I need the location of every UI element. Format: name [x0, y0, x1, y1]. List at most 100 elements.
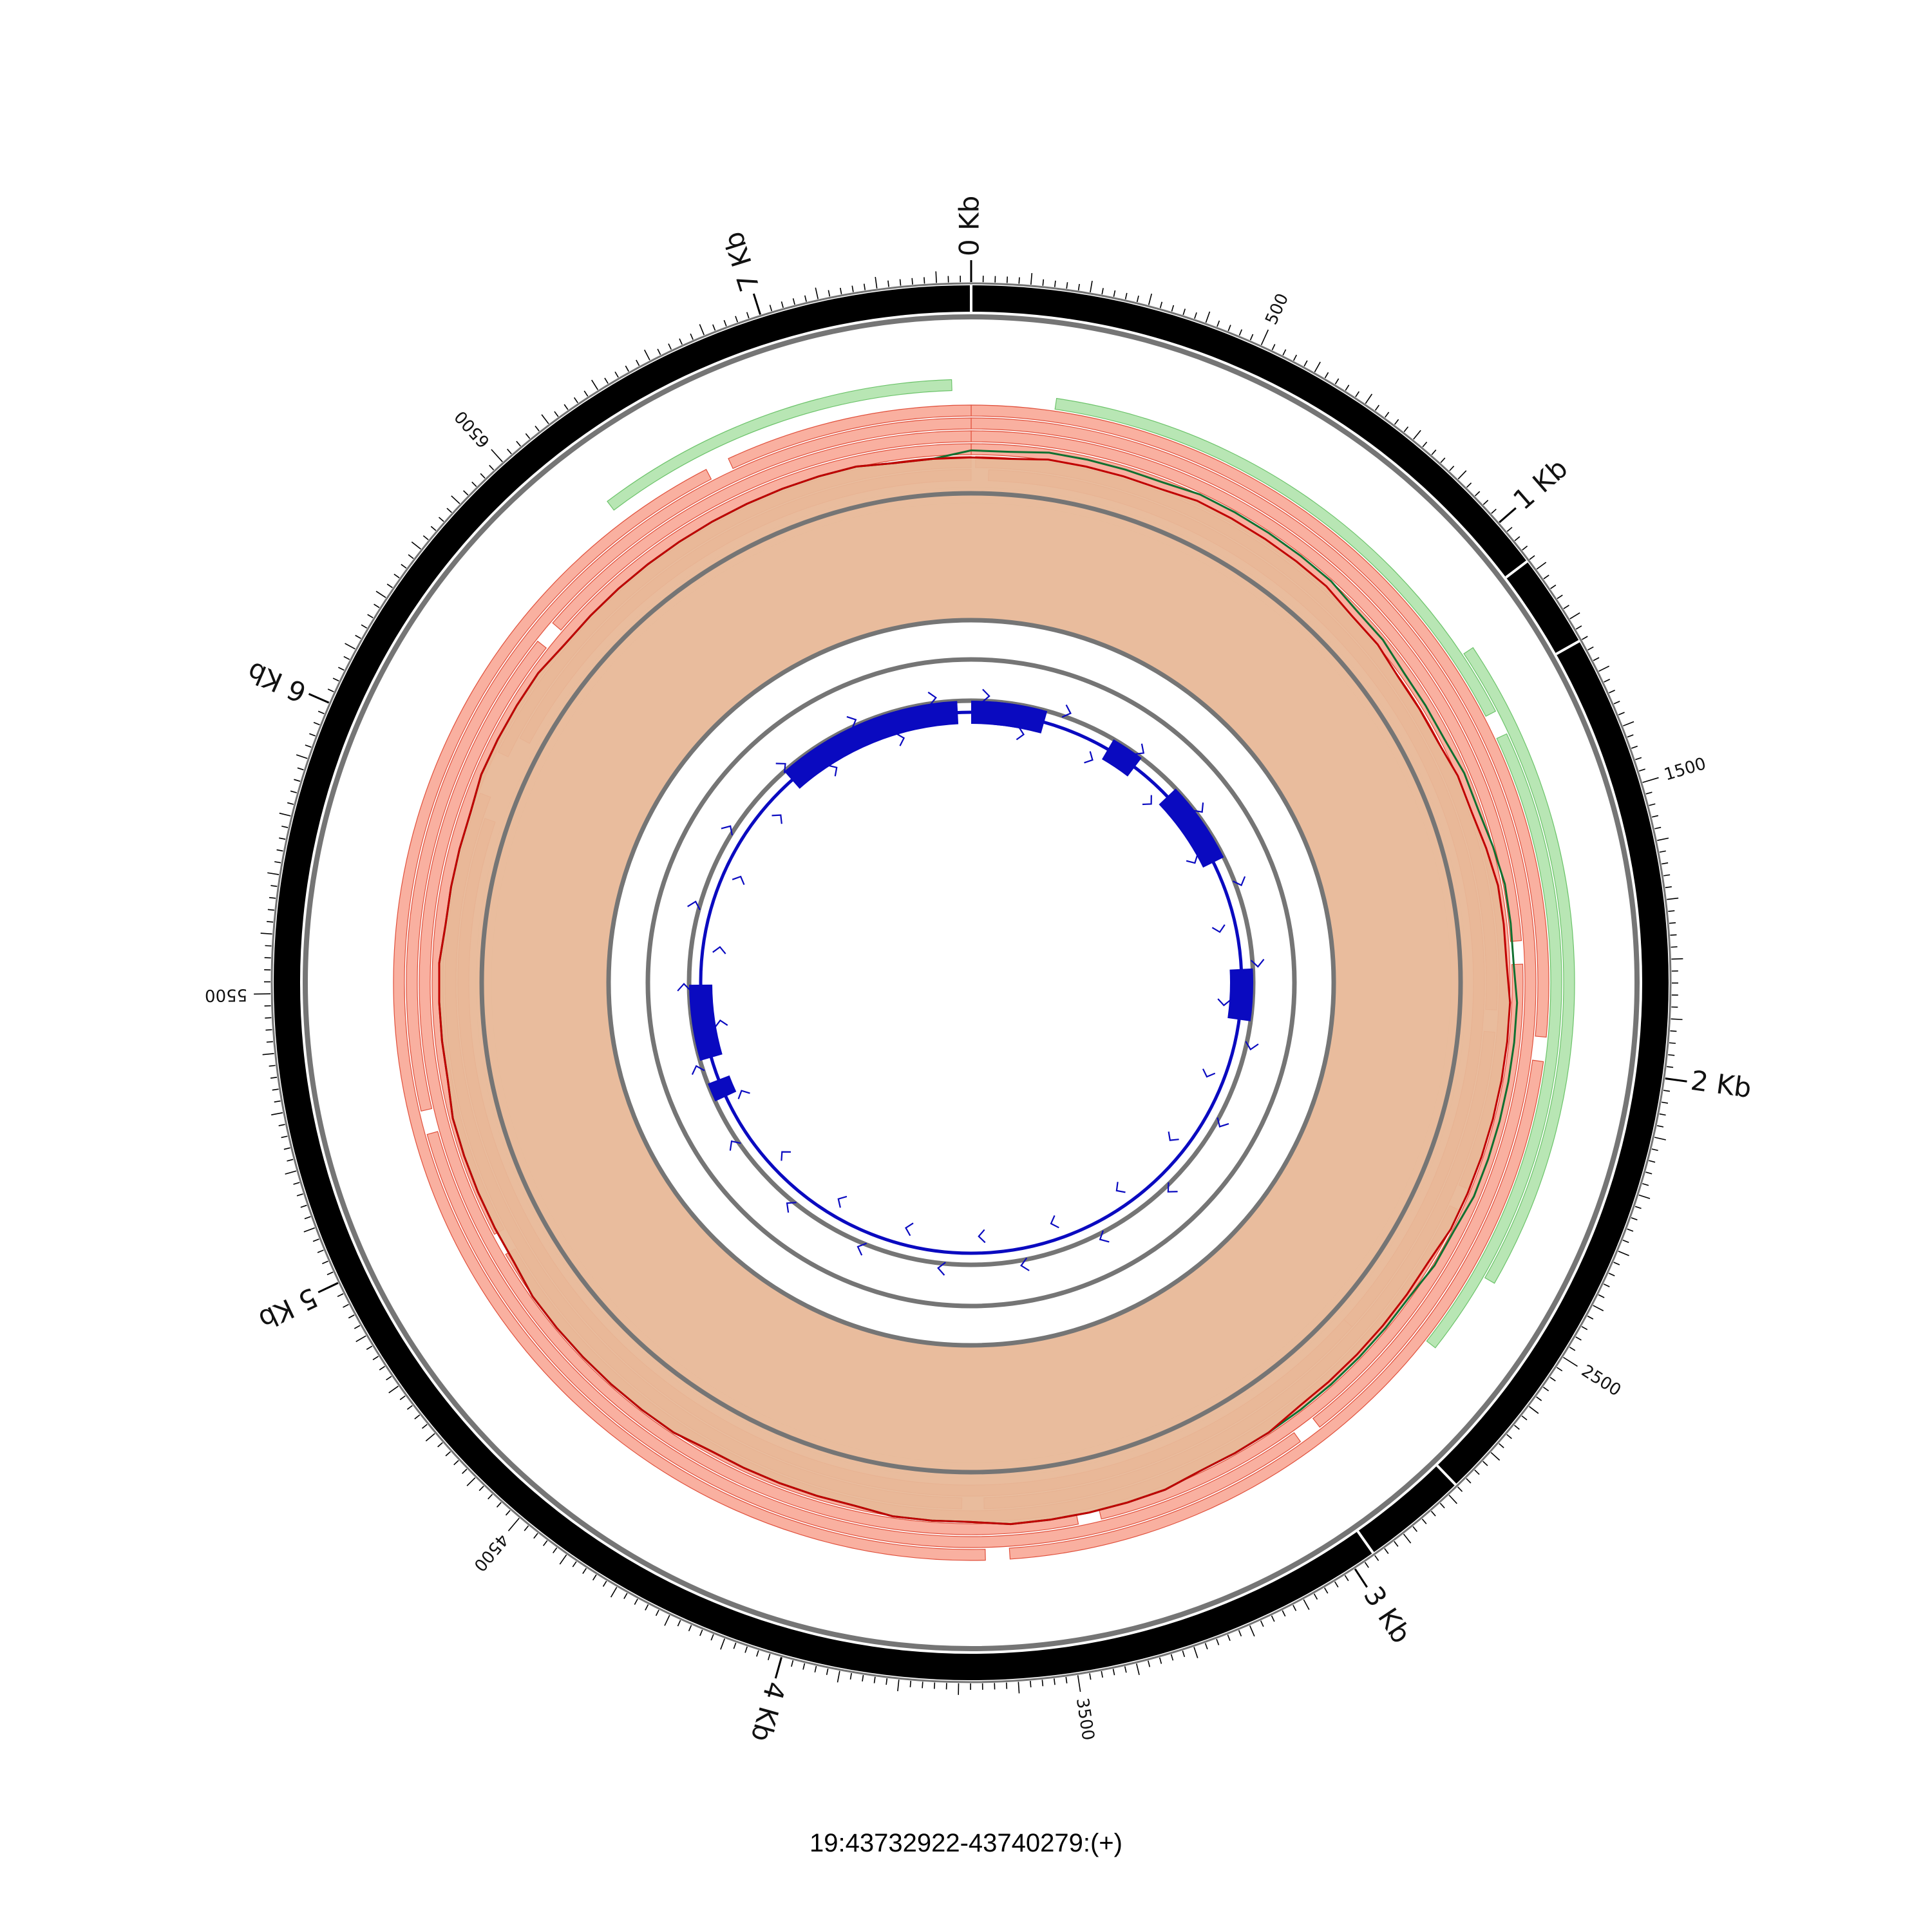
- scale-tick: [564, 404, 569, 410]
- scale-tick: [1303, 360, 1308, 367]
- scale-tick: [592, 1574, 597, 1581]
- scale-tick: [625, 365, 629, 372]
- scale-tick: [422, 1424, 428, 1429]
- read-arc: [971, 417, 1537, 1428]
- scale-tick: [1113, 290, 1116, 297]
- scale-tick: [367, 614, 374, 619]
- scale-tick: [614, 371, 619, 378]
- strand-chevron: [1134, 743, 1145, 755]
- scale-tick: [533, 1533, 538, 1539]
- scale-tick: [1412, 1526, 1417, 1532]
- scale-tick: [453, 1460, 459, 1466]
- scale-tick: [355, 1335, 366, 1343]
- scale-tick: [260, 933, 272, 935]
- scale-tick: [1665, 1077, 1687, 1083]
- scale-tick: [1271, 1615, 1275, 1622]
- scale-tick: [296, 1193, 303, 1197]
- scale-tick: [1355, 391, 1360, 397]
- read-arc: [393, 469, 986, 1561]
- scale-tick: [516, 440, 521, 447]
- scale-tick: [710, 1634, 714, 1641]
- scale-tick: [279, 812, 291, 817]
- scale-tick: [446, 507, 452, 513]
- strand-chevron: [905, 1222, 914, 1236]
- scale-tick: [1662, 862, 1669, 865]
- strand-chevron: [1099, 1230, 1110, 1243]
- scale-tick: [1041, 1680, 1044, 1687]
- read-arc: [1054, 397, 1497, 717]
- scale-tick: [1314, 361, 1321, 373]
- scale-tick: [1536, 1396, 1542, 1401]
- scale-tick: [408, 554, 414, 559]
- strand-chevron: [721, 825, 734, 836]
- scale-tick: [1159, 301, 1163, 308]
- scale-tick: [1238, 329, 1243, 336]
- scale-tick: [839, 287, 842, 294]
- scale-tick: [379, 1366, 386, 1370]
- ideogram-separator: [1555, 639, 1580, 656]
- minor-tick-label: 2500: [1578, 1361, 1624, 1401]
- scale-tick: [1449, 466, 1455, 471]
- scale-tick: [386, 583, 393, 589]
- strand-chevron: [857, 1242, 867, 1256]
- strand-chevron: [937, 1262, 946, 1276]
- strand-chevron: [775, 762, 786, 773]
- scale-tick: [1638, 1194, 1651, 1199]
- scale-tick: [1651, 1148, 1658, 1151]
- strand-chevron: [712, 945, 726, 954]
- region-label: 19:43732922-43740279:(+): [810, 1829, 1122, 1857]
- scale-tick: [317, 1282, 339, 1294]
- strand-chevron: [677, 983, 691, 992]
- scale-tick: [1543, 1387, 1549, 1392]
- scale-tick: [1593, 657, 1600, 661]
- scale-tick: [507, 448, 512, 455]
- scale-tick: [1457, 1486, 1463, 1492]
- scale-tick: [862, 1674, 864, 1682]
- scale-tick: [769, 305, 773, 312]
- read-arc: [426, 1131, 1302, 1548]
- major-tick-label: 1 Kb: [1507, 452, 1573, 516]
- strand-chevron: [981, 688, 990, 703]
- scale-tick: [414, 1414, 421, 1419]
- scale-tick: [1466, 482, 1472, 488]
- scale-tick: [374, 603, 380, 609]
- gene-exon: [1227, 968, 1253, 1021]
- scale-tick: [283, 1147, 290, 1150]
- coverage-line-inner: [438, 456, 1511, 1526]
- scale-tick: [1506, 1434, 1512, 1439]
- scale-tick: [863, 283, 866, 290]
- major-tick-label: 0 Kb: [954, 196, 985, 256]
- scale-tick: [1499, 507, 1517, 524]
- scale-tick: [1217, 320, 1220, 327]
- scale-tick: [1536, 562, 1547, 570]
- scale-tick: [1667, 1066, 1674, 1068]
- scale-tick: [524, 1525, 529, 1531]
- scale-tick: [1182, 308, 1186, 316]
- scale-tick: [814, 1665, 817, 1673]
- scale-tick: [1439, 1502, 1445, 1509]
- scale-tick: [1238, 1630, 1242, 1637]
- scale-tick: [781, 301, 784, 308]
- scale-tick: [623, 1593, 628, 1599]
- scale-tick: [1303, 1599, 1310, 1610]
- gene-track: [677, 688, 1265, 1276]
- scale-tick: [1631, 745, 1638, 749]
- scale-tick: [602, 1580, 607, 1587]
- scale-tick: [1613, 1262, 1620, 1265]
- scale-tick: [559, 1554, 567, 1565]
- scale-tick: [276, 849, 283, 852]
- ideogram-inner-ring: [303, 314, 1640, 1651]
- scale-tick: [699, 1629, 703, 1636]
- scale-tick: [386, 1376, 392, 1381]
- scale-tick: [270, 1077, 278, 1079]
- scale-tick: [425, 1433, 435, 1442]
- scale-tick: [1148, 293, 1153, 305]
- scale-tick: [1608, 1273, 1615, 1276]
- scale-tick: [553, 1547, 558, 1553]
- scale-tick: [287, 1159, 294, 1162]
- scale-tick: [1148, 1660, 1151, 1667]
- gene-exon: [993, 701, 1048, 734]
- scale-tick: [668, 343, 672, 350]
- scale-tick: [1204, 1643, 1208, 1650]
- scale-tick: [267, 909, 274, 911]
